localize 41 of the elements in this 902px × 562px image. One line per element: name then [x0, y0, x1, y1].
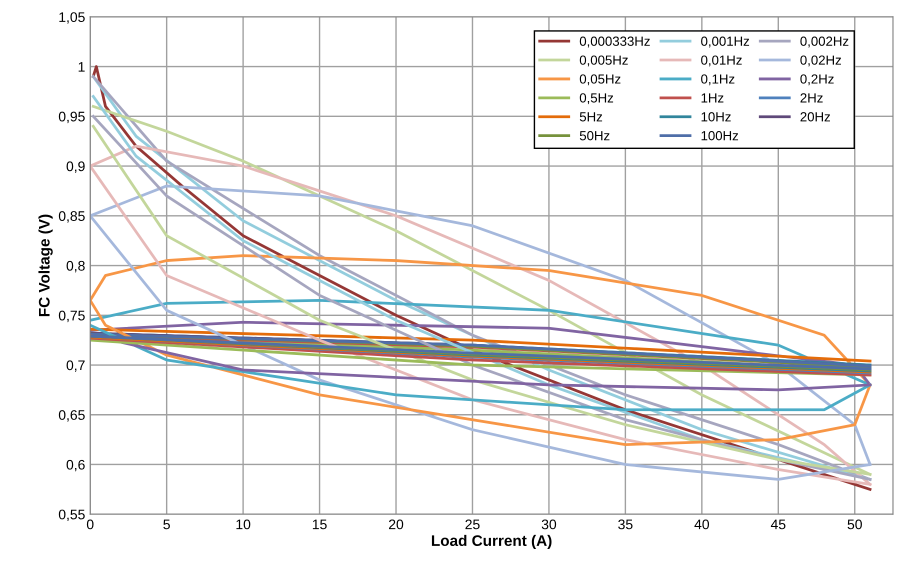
legend-label: 0,2Hz	[800, 74, 834, 86]
x-tick-label: 25	[465, 519, 480, 530]
x-axis-title: Load Current (A)	[432, 534, 552, 550]
legend-label: 0,005Hz	[580, 55, 628, 66]
x-tick-label: 50	[848, 519, 862, 530]
y-tick-label: 0,75	[58, 310, 85, 322]
legend-label: 0,01Hz	[701, 55, 742, 66]
legend-label: 5Hz	[580, 112, 602, 122]
x-tick-label: 35	[618, 519, 633, 530]
y-tick-label: 1,05	[59, 12, 85, 24]
x-tick-label: 5	[163, 520, 170, 530]
y-tick-label: 0,65	[58, 410, 85, 422]
x-tick-label: 20	[388, 519, 404, 530]
y-axis-title: FC Voltage (V)	[38, 214, 53, 316]
y-tick-label: 0,9	[66, 161, 85, 173]
legend-label: 0,000333Hz	[580, 36, 650, 48]
y-tick-label: 0,95	[58, 112, 85, 124]
legend-label: 0,002Hz	[800, 36, 848, 48]
y-tick-label: 0,85	[58, 211, 85, 223]
legend-label: 100Hz	[702, 131, 738, 140]
x-tick-label: 15	[312, 520, 327, 530]
x-tick-label: 0	[86, 519, 94, 530]
legend-label: 1Hz	[702, 93, 724, 102]
y-tick-label: 0,8	[66, 260, 85, 272]
y-tick-label: 0,55	[58, 510, 85, 522]
x-tick-label: 40	[694, 519, 710, 530]
legend-label: 10Hz	[702, 112, 731, 122]
legend-label: 0,05Hz	[580, 74, 620, 86]
x-tick-label: 10	[236, 519, 250, 530]
legend-label: 0,1Hz	[701, 74, 734, 86]
legend-label: 0,001Hz	[701, 36, 750, 48]
y-tick-label: 0,7	[66, 360, 85, 372]
legend-label: 0,02Hz	[800, 55, 841, 66]
x-tick-label: 30	[542, 519, 556, 530]
y-tick-label: 1	[78, 62, 85, 72]
legend-label: 2Hz	[800, 93, 823, 102]
legend-label: 0,5Hz	[580, 93, 614, 104]
legend-label: 20Hz	[800, 112, 830, 122]
y-tick-label: 0,6	[66, 460, 85, 472]
x-tick-label: 45	[770, 520, 786, 530]
legend-label: 50Hz	[580, 131, 610, 140]
